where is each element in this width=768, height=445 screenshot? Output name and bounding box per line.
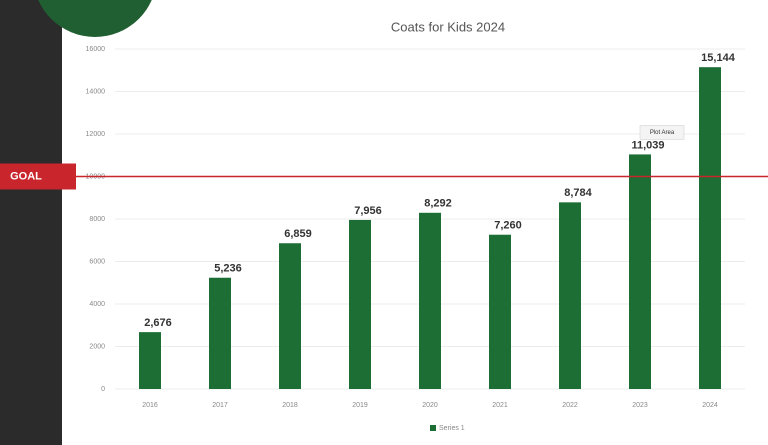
x-tick-label: 2020	[422, 402, 438, 409]
data-label: 5,236	[214, 263, 242, 275]
x-tick-label: 2024	[702, 402, 718, 409]
x-tick-label: 2021	[492, 402, 508, 409]
bar	[489, 234, 511, 389]
bar	[209, 277, 231, 389]
annotation-box	[639, 125, 685, 140]
y-tick-label: 14000	[86, 88, 106, 95]
bar	[419, 212, 441, 389]
data-label: 11,039	[631, 139, 664, 151]
data-label: 7,260	[494, 220, 522, 232]
decor-circle	[38, 0, 152, 37]
x-tick-label: 2017	[212, 402, 228, 409]
left-edge	[0, 0, 62, 445]
x-tick-label: 2018	[282, 402, 298, 409]
data-label: 6,859	[284, 228, 312, 240]
legend-swatch	[430, 425, 436, 431]
goal-label: GOAL	[10, 170, 42, 182]
chart-background	[62, 0, 768, 445]
annotation: Plot Area	[650, 130, 675, 136]
x-tick-label: 2016	[142, 402, 158, 409]
y-tick-label: 12000	[86, 131, 106, 138]
goal-badge	[0, 163, 76, 190]
y-tick-label: 6000	[89, 258, 105, 265]
data-label: 8,292	[424, 198, 452, 210]
bar	[279, 243, 301, 389]
legend-label: Series 1	[439, 425, 465, 432]
bar	[349, 219, 371, 389]
x-tick-label: 2023	[632, 402, 648, 409]
chart-title: Coats for Kids 2024	[391, 19, 505, 34]
data-label: 2,676	[144, 317, 172, 329]
data-label: 8,784	[564, 187, 592, 199]
data-label: 7,956	[354, 205, 382, 217]
y-tick-label: 16000	[86, 46, 106, 53]
y-tick-label: 4000	[89, 301, 105, 308]
bar	[699, 67, 721, 389]
data-label: 15,144	[701, 52, 736, 64]
bar	[139, 332, 161, 389]
x-tick-label: 2019	[352, 402, 368, 409]
y-tick-label: 0	[101, 386, 105, 393]
bar	[629, 154, 651, 389]
y-tick-label: 8000	[89, 216, 105, 223]
x-tick-label: 2022	[562, 402, 578, 409]
y-tick-label: 2000	[89, 343, 105, 350]
bar	[559, 202, 581, 389]
